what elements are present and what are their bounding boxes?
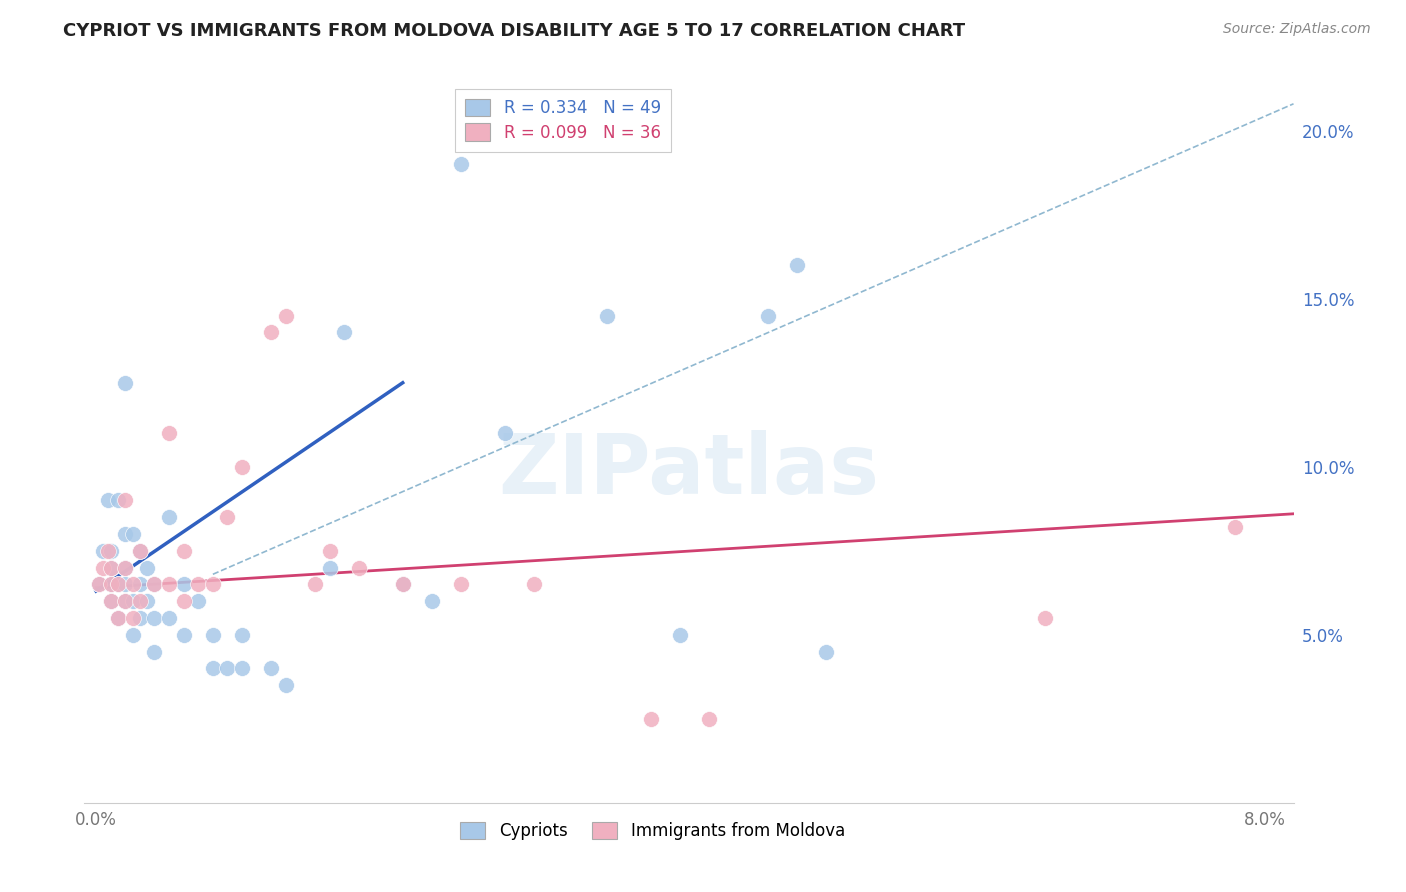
Point bbox=[596, 309, 619, 323]
Point bbox=[217, 661, 239, 675]
Point bbox=[187, 594, 209, 608]
Point bbox=[157, 510, 180, 524]
Point bbox=[128, 577, 150, 591]
Point bbox=[523, 577, 546, 591]
Point bbox=[187, 577, 209, 591]
Point bbox=[318, 560, 340, 574]
Point bbox=[87, 577, 110, 591]
Point bbox=[173, 628, 195, 642]
Text: ZIPatlas: ZIPatlas bbox=[499, 430, 879, 511]
Point bbox=[157, 611, 180, 625]
Point bbox=[260, 661, 283, 675]
Point bbox=[97, 493, 120, 508]
Point bbox=[100, 594, 122, 608]
Point bbox=[114, 594, 136, 608]
Point bbox=[136, 594, 159, 608]
Point bbox=[100, 577, 122, 591]
Point bbox=[87, 577, 110, 591]
Point bbox=[201, 577, 224, 591]
Point bbox=[114, 376, 136, 390]
Point bbox=[128, 594, 150, 608]
Point bbox=[201, 628, 224, 642]
Point bbox=[143, 577, 166, 591]
Point bbox=[136, 560, 159, 574]
Point bbox=[114, 560, 136, 574]
Point bbox=[450, 577, 472, 591]
Point bbox=[450, 157, 472, 171]
Point bbox=[100, 543, 122, 558]
Point bbox=[100, 594, 122, 608]
Point bbox=[201, 661, 224, 675]
Point bbox=[304, 577, 326, 591]
Point bbox=[231, 661, 253, 675]
Point bbox=[494, 426, 516, 441]
Point bbox=[121, 628, 143, 642]
Point bbox=[128, 611, 150, 625]
Text: Source: ZipAtlas.com: Source: ZipAtlas.com bbox=[1223, 22, 1371, 37]
Point bbox=[93, 543, 115, 558]
Point bbox=[391, 577, 413, 591]
Point bbox=[231, 459, 253, 474]
Point bbox=[107, 577, 129, 591]
Point bbox=[121, 577, 143, 591]
Point bbox=[100, 560, 122, 574]
Point bbox=[333, 326, 356, 340]
Point bbox=[97, 543, 120, 558]
Point bbox=[107, 493, 129, 508]
Point bbox=[121, 611, 143, 625]
Point bbox=[114, 577, 136, 591]
Point bbox=[114, 527, 136, 541]
Point bbox=[107, 611, 129, 625]
Point bbox=[217, 510, 239, 524]
Legend: Cypriots, Immigrants from Moldova: Cypriots, Immigrants from Moldova bbox=[451, 814, 853, 848]
Point bbox=[786, 258, 808, 272]
Point bbox=[318, 543, 340, 558]
Point bbox=[143, 644, 166, 658]
Point bbox=[121, 527, 143, 541]
Point bbox=[143, 611, 166, 625]
Text: CYPRIOT VS IMMIGRANTS FROM MOLDOVA DISABILITY AGE 5 TO 17 CORRELATION CHART: CYPRIOT VS IMMIGRANTS FROM MOLDOVA DISAB… bbox=[63, 22, 966, 40]
Point bbox=[128, 543, 150, 558]
Point bbox=[347, 560, 370, 574]
Point bbox=[260, 326, 283, 340]
Point bbox=[173, 577, 195, 591]
Point bbox=[1033, 611, 1056, 625]
Point bbox=[107, 611, 129, 625]
Point bbox=[231, 628, 253, 642]
Point bbox=[391, 577, 413, 591]
Point bbox=[107, 577, 129, 591]
Point bbox=[756, 309, 779, 323]
Point bbox=[1223, 520, 1246, 534]
Point bbox=[121, 594, 143, 608]
Point bbox=[100, 577, 122, 591]
Point bbox=[157, 426, 180, 441]
Point bbox=[173, 543, 195, 558]
Point bbox=[699, 712, 721, 726]
Point bbox=[114, 594, 136, 608]
Point bbox=[669, 628, 692, 642]
Point bbox=[114, 493, 136, 508]
Point bbox=[100, 560, 122, 574]
Point bbox=[143, 577, 166, 591]
Point bbox=[93, 560, 115, 574]
Point bbox=[815, 644, 838, 658]
Point bbox=[274, 309, 297, 323]
Point bbox=[173, 594, 195, 608]
Point bbox=[274, 678, 297, 692]
Point bbox=[420, 594, 443, 608]
Point bbox=[114, 560, 136, 574]
Point bbox=[157, 577, 180, 591]
Point bbox=[128, 543, 150, 558]
Point bbox=[640, 712, 662, 726]
